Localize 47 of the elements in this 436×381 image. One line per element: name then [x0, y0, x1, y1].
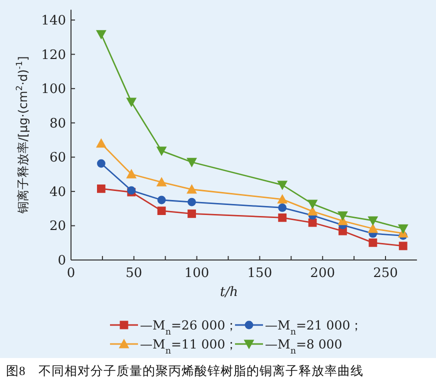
- point: [188, 198, 196, 206]
- point: [156, 146, 167, 156]
- point: [188, 210, 196, 218]
- y-tick-label: 40: [49, 184, 66, 200]
- point: [398, 224, 408, 234]
- point: [126, 98, 137, 108]
- x-axis-title: t/h: [220, 285, 238, 300]
- point: [96, 184, 106, 193]
- point: [157, 196, 166, 204]
- y-tick-label: 100: [41, 82, 66, 98]
- y-tick-label: 0: [58, 254, 66, 268]
- point: [96, 159, 106, 168]
- legend-label: —M$_{n}$=8 000: [265, 336, 342, 356]
- x-tick-label: 250: [373, 266, 398, 281]
- y-tick-label: 80: [49, 116, 66, 132]
- point: [307, 200, 318, 210]
- x-tick-label: 200: [310, 266, 336, 281]
- caption: 图8 不同相对分子质量的聚丙烯酸锌树脂的铜离子释放率曲线: [6, 363, 364, 378]
- point: [278, 213, 287, 222]
- legend-label: —M$_{n}$=26 000；: [140, 318, 238, 338]
- point: [157, 206, 166, 216]
- x-tick-label: 150: [247, 266, 272, 281]
- y-tick-label: 140: [41, 14, 66, 29]
- x-tick-label: 0: [66, 266, 76, 281]
- point: [96, 138, 106, 148]
- x-tick-label: 100: [184, 266, 210, 281]
- point: [338, 211, 348, 221]
- point: [277, 180, 288, 190]
- y-tick-label: 20: [49, 219, 66, 234]
- point: [126, 168, 137, 178]
- point: [278, 204, 287, 212]
- x-tick-label: 50: [126, 266, 142, 281]
- point: [186, 158, 197, 168]
- y-tick-label: 120: [41, 48, 66, 63]
- point: [368, 223, 378, 233]
- point: [307, 206, 318, 216]
- point: [277, 194, 288, 204]
- point: [398, 242, 408, 250]
- y-tick-label: 60: [49, 150, 66, 166]
- legend-label: —M$_{n}$=21 000；: [265, 318, 364, 338]
- point: [186, 184, 197, 194]
- point: [368, 216, 378, 226]
- point: [156, 176, 167, 186]
- point: [308, 218, 317, 227]
- point: [96, 30, 106, 40]
- point: [368, 238, 378, 247]
- legend-label: —M$_{n}$=11 000；: [140, 336, 238, 356]
